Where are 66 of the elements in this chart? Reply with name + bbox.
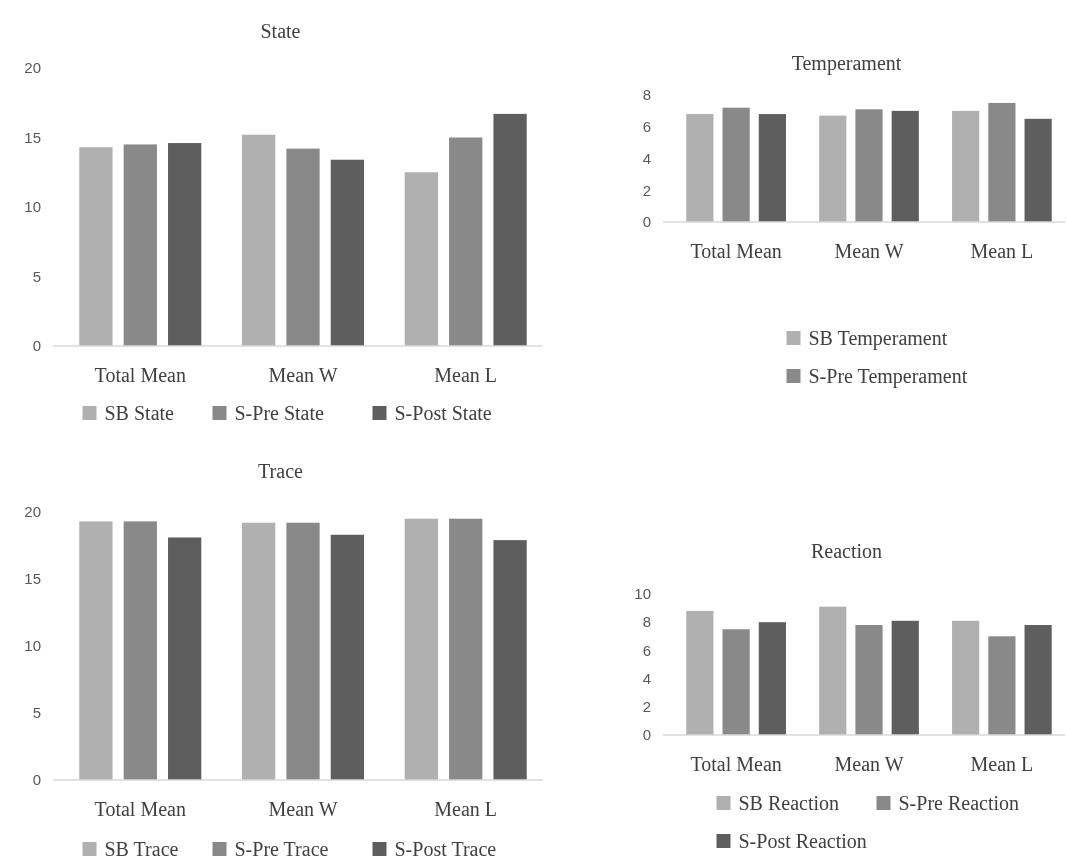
- chart-title: Reaction: [810, 540, 883, 562]
- x-tick-label: Total Mean: [690, 240, 782, 262]
- bar: [722, 107, 750, 222]
- y-tick-label: 4: [642, 669, 651, 687]
- y-tick-label: 0: [642, 726, 651, 744]
- legend-label: S-Post Reaction: [738, 830, 867, 852]
- y-tick-label: 20: [24, 59, 41, 77]
- bar: [686, 114, 714, 222]
- y-tick-label: 15: [24, 570, 41, 588]
- bar: [855, 109, 883, 222]
- y-tick-label: 20: [24, 503, 41, 521]
- y-tick-label: 8: [642, 86, 651, 104]
- legend-label: SB State: [104, 402, 175, 424]
- bar: [241, 134, 276, 346]
- y-tick-label: 8: [642, 613, 651, 631]
- y-tick-label: 5: [32, 267, 41, 285]
- bar: [819, 115, 847, 222]
- bar: [123, 144, 157, 346]
- y-tick-label: 10: [24, 198, 41, 216]
- bar: [493, 113, 527, 346]
- bar: [988, 102, 1016, 222]
- y-tick-label: 2: [642, 181, 651, 199]
- legend-label: S-Pre Reaction: [898, 792, 1020, 814]
- y-tick-label: 10: [634, 585, 651, 603]
- chart-title: Trace: [258, 460, 304, 482]
- y-tick-label: 2: [642, 698, 651, 716]
- y-tick-label: 0: [32, 771, 41, 789]
- y-tick-label: 6: [642, 118, 651, 135]
- legend-label: S-Pre Trace: [234, 838, 329, 856]
- chart-title: Temperament: [791, 52, 902, 75]
- bar: [1024, 118, 1052, 222]
- y-tick-label: 0: [32, 337, 41, 355]
- x-tick-label: Total Mean: [690, 753, 782, 775]
- x-tick-label: Mean L: [434, 798, 498, 820]
- bar: [286, 148, 320, 346]
- bar: [168, 143, 202, 346]
- chart-title: State: [260, 20, 301, 42]
- y-tick-label: 4: [642, 149, 651, 167]
- bar: [952, 110, 980, 222]
- x-tick-label: Mean W: [834, 240, 904, 262]
- legend-label: S-Pre State: [234, 402, 325, 424]
- bar: [758, 114, 786, 222]
- y-tick-label: 15: [24, 128, 41, 146]
- x-tick-label: Mean L: [970, 753, 1034, 775]
- x-tick-label: Total Mean: [94, 798, 186, 820]
- legend-label: S-Post Trace: [394, 838, 497, 856]
- legend-label: S-Post State: [394, 402, 492, 424]
- y-tick-label: 10: [24, 637, 41, 655]
- bar: [404, 172, 438, 346]
- bar: [891, 110, 919, 222]
- x-tick-label: Mean W: [834, 753, 904, 775]
- legend-label: SB Trace: [104, 838, 179, 856]
- x-tick-label: Mean L: [434, 364, 498, 386]
- legend-label: S-Pre Temperament: [808, 365, 968, 388]
- y-tick-label: 5: [32, 704, 41, 722]
- y-tick-label: 6: [642, 641, 651, 659]
- y-tick-label: 0: [642, 213, 651, 231]
- legend-label: SB Temperament: [808, 327, 948, 350]
- x-tick-label: Mean W: [268, 364, 338, 386]
- legend-label: SB Reaction: [738, 792, 840, 814]
- bar: [449, 137, 483, 346]
- bar: [79, 147, 113, 346]
- x-tick-label: Total Mean: [94, 364, 186, 386]
- x-tick-label: Mean L: [970, 240, 1034, 262]
- x-tick-label: Mean W: [268, 798, 338, 820]
- bar: [330, 159, 365, 346]
